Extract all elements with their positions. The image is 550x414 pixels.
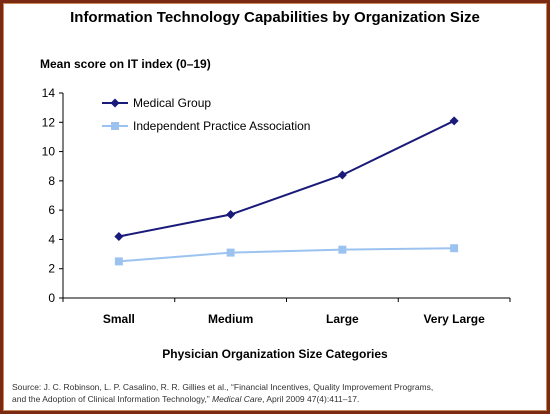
axes: 0 2 4 6 8 10 12 14 Small Medium Large Very Large [42, 86, 511, 326]
data-point [337, 170, 347, 180]
y-axis-label: Mean score on IT index (0–19) [40, 57, 211, 71]
y-tick-label: 8 [48, 174, 55, 188]
series-line [118, 119, 455, 238]
y-tick-label: 12 [42, 115, 56, 129]
series-layer [114, 116, 459, 266]
source-note: Source: J. C. Robinson, L. P. Casalino, … [12, 381, 542, 405]
data-point [114, 232, 124, 241]
source-line-1: Source: J. C. Robinson, L. P. Casalino, … [12, 382, 434, 392]
data-point [114, 257, 123, 266]
y-tick-label: 10 [42, 145, 56, 159]
legend-label: Medical Group [133, 96, 211, 110]
legend-swatch-marker [110, 98, 120, 108]
x-tick-label: Large [326, 312, 359, 326]
source-line-2-start: and the Adoption of Clinical Information… [12, 394, 213, 404]
data-point [450, 244, 459, 253]
y-tick-label: 4 [48, 232, 55, 246]
data-point [449, 116, 459, 126]
source-line-2: and the Adoption of Clinical Information… [12, 393, 542, 405]
data-point [226, 210, 236, 220]
x-tick-label: Medium [208, 312, 253, 326]
y-tick-label: 14 [42, 86, 56, 100]
data-point [226, 248, 235, 257]
source-line-2-end: , April 2009 47(4):411–17. [262, 394, 360, 404]
series-line [118, 247, 455, 263]
x-tick-label: Very Large [423, 312, 485, 326]
data-point [338, 245, 347, 254]
y-tick-label: 6 [48, 203, 55, 217]
x-tick-label: Small [103, 312, 135, 326]
legend-entry: Medical Group [102, 96, 211, 110]
journal-name: Medical Care [212, 394, 263, 404]
y-tick-label: 0 [48, 291, 55, 305]
legend-swatch-marker [111, 122, 119, 130]
legend: Medical Group Independent Practice Associ… [102, 96, 310, 133]
legend-entry: Independent Practice Association [102, 119, 310, 133]
series-independent-practice-association [114, 244, 459, 266]
x-axis-label: Physician Organization Size Categories [162, 347, 388, 361]
y-tick-label: 2 [48, 262, 55, 276]
legend-label: Independent Practice Association [133, 119, 310, 133]
series-medical-group [114, 116, 459, 241]
chart-title: Information Technology Capabilities by O… [70, 9, 480, 26]
